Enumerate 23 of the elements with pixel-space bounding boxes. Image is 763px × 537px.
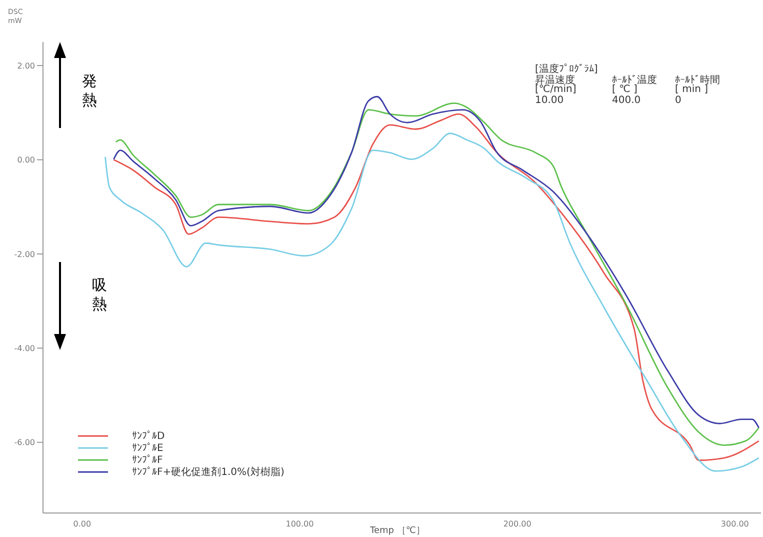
x-axis-title: Temp ［℃］ xyxy=(370,525,425,537)
x-tick-label: 0.00 xyxy=(73,520,92,529)
y-tick-label: 2.00 xyxy=(17,61,35,70)
annotation: [℃/min] xyxy=(535,84,576,95)
y-tick-label: -4.00 xyxy=(14,344,35,353)
annotation: 発熱 xyxy=(82,72,98,110)
annotation: [ min ] xyxy=(675,84,708,95)
y-tick-label: 0.00 xyxy=(17,156,35,165)
annotation: [温度ﾌﾟﾛｸﾞﾗﾑ] xyxy=(535,62,598,75)
y-tick-label: -2.00 xyxy=(14,250,35,259)
legend-label: ｻﾝﾌﾟﾙF xyxy=(132,454,163,466)
annotation: 吸熱 xyxy=(92,276,108,314)
legend-label: ｻﾝﾌﾟﾙD xyxy=(132,430,165,442)
annotation: 10.00 xyxy=(535,95,564,106)
annotation: 0 xyxy=(675,95,682,106)
x-tick-label: 100.00 xyxy=(286,520,314,529)
legend-label: ｻﾝﾌﾟﾙF+硬化促進剤1.0%(対樹脂) xyxy=(132,466,284,479)
annotation: 400.0 xyxy=(612,95,641,106)
x-tick-label: 200.00 xyxy=(503,520,532,529)
annotation: [ ℃ ] xyxy=(612,84,638,95)
x-tick-label: 300.00 xyxy=(720,520,749,529)
legend-label: ｻﾝﾌﾟﾙE xyxy=(132,442,164,454)
y-tick-label: -6.00 xyxy=(14,438,35,448)
